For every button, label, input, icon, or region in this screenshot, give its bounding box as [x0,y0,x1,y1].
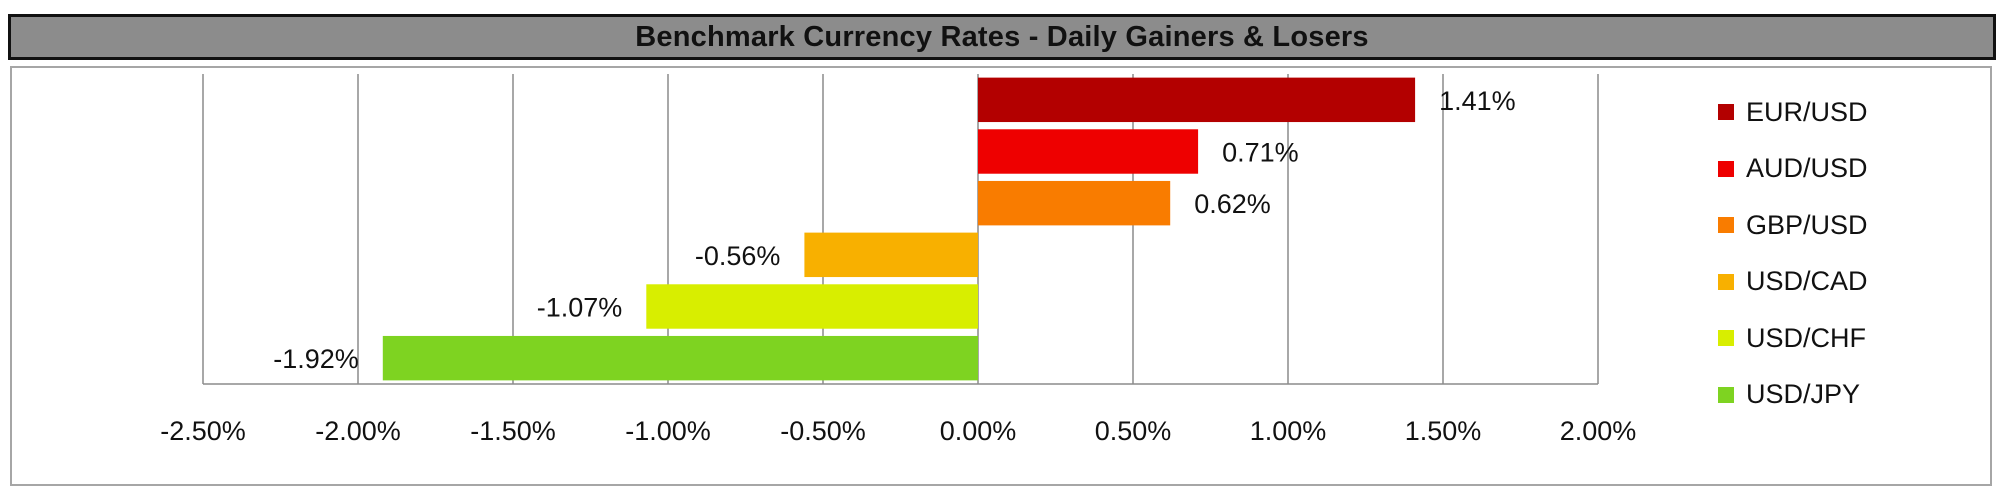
x-tick-label: -1.00% [625,416,711,446]
x-tick-label: 1.50% [1405,416,1482,446]
x-tick-label: -2.00% [315,416,401,446]
chart-title: Benchmark Currency Rates - Daily Gainers… [635,20,1369,53]
x-tick-label: 2.00% [1560,416,1637,446]
data-label: -1.92% [273,344,359,374]
legend-item: USD/JPY [1718,367,1958,424]
legend-label: GBP/USD [1746,209,1868,240]
chart-legend: EUR/USD AUD/USD GBP/USD USD/CAD USD/CHF USD/J… [1718,84,1958,423]
bar-usd-cad [804,232,978,278]
legend-item: AUD/USD [1718,141,1958,198]
data-label: -1.07% [537,293,623,323]
x-tick-label: -0.50% [780,416,866,446]
legend-swatch [1718,330,1734,347]
legend-label: EUR/USD [1746,96,1868,127]
x-tick-label: 0.00% [940,416,1017,446]
legend-label: USD/CHF [1746,322,1866,353]
legend-label: AUD/USD [1746,153,1868,184]
bar-gbp-usd [978,180,1171,226]
legend-swatch [1718,273,1734,290]
x-tick-label: 0.50% [1095,416,1172,446]
legend-item: GBP/USD [1718,197,1958,254]
legend-swatch [1718,217,1734,234]
legend-label: USD/CAD [1746,266,1868,297]
legend-swatch [1718,160,1734,177]
bar-usd-chf [646,284,978,329]
chart-title-bar: Benchmark Currency Rates - Daily Gainers… [8,14,1996,60]
x-tick-label: -2.50% [160,416,246,446]
legend-label: USD/JPY [1746,379,1861,410]
data-label: -0.56% [695,241,781,271]
bar-usd-jpy [382,335,978,381]
x-tick-label: 1.00% [1250,416,1327,446]
data-label: 0.62% [1194,189,1271,219]
legend-swatch [1718,386,1734,403]
x-tick-label: -1.50% [470,416,556,446]
bar-eur-usd [978,77,1416,123]
bar-aud-usd [978,129,1199,174]
legend-item: USD/CHF [1718,310,1958,367]
legend-item: EUR/USD [1718,84,1958,141]
data-label: 0.71% [1222,138,1299,168]
legend-swatch [1718,104,1734,121]
legend-item: USD/CAD [1718,254,1958,311]
data-label: 1.41% [1439,86,1516,116]
